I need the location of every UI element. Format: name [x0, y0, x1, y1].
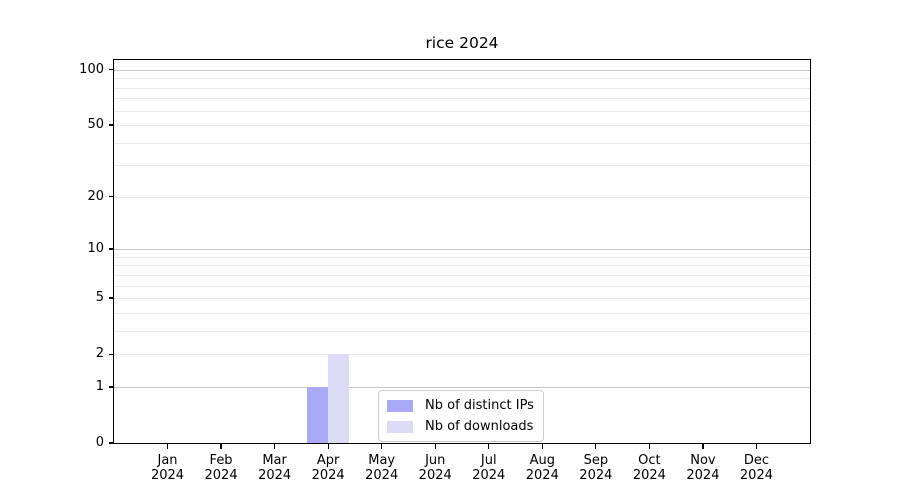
y-tick-label: 100 — [79, 61, 104, 77]
x-tick — [702, 444, 704, 449]
plot-area: Nb of distinct IPs Nb of downloads — [113, 59, 811, 444]
legend-item-label: Nb of downloads — [425, 419, 534, 434]
y-tick — [108, 248, 114, 250]
y-gridline-minor — [114, 196, 810, 198]
x-tick — [488, 444, 490, 449]
y-gridline-minor — [114, 274, 810, 276]
x-tick-label: Nov 2024 — [686, 452, 720, 483]
legend-item: Nb of distinct IPs — [387, 395, 535, 416]
y-tick — [108, 69, 114, 71]
x-tick — [755, 444, 758, 449]
y-tick — [108, 442, 114, 444]
legend-item-label: Nb of distinct IPs — [425, 398, 534, 413]
y-gridline-minor — [114, 98, 810, 100]
y-gridline-minor — [114, 265, 810, 267]
x-tick — [434, 444, 436, 449]
legend-item: Nb of downloads — [387, 416, 535, 437]
legend-swatch — [387, 399, 413, 412]
x-tick-label: Oct 2024 — [632, 452, 666, 483]
y-gridline-major — [114, 249, 810, 251]
y-tick-label: 0 — [95, 435, 104, 450]
y-tick — [108, 297, 114, 299]
y-gridline-minor — [114, 354, 810, 356]
x-tick-label: Mar 2024 — [258, 452, 292, 483]
y-gridline-minor — [114, 256, 810, 258]
y-gridline-minor — [114, 87, 810, 89]
x-tick-label: Jan 2024 — [150, 452, 185, 483]
y-tick — [108, 353, 114, 355]
y-gridline-minor — [114, 330, 810, 332]
y-tick-label: 2 — [95, 346, 104, 362]
y-gridline-minor — [114, 78, 810, 80]
y-tick — [108, 196, 114, 198]
y-tick-label: 1 — [95, 378, 104, 394]
x-tick — [273, 444, 276, 449]
y-gridline-minor — [114, 298, 810, 300]
x-tick — [381, 444, 383, 449]
x-tick-label: Jun 2024 — [418, 452, 452, 483]
legend: Nb of distinct IPs Nb of downloads — [378, 390, 544, 442]
y-gridline-minor — [114, 165, 810, 167]
y-gridline-major — [114, 386, 810, 388]
x-tick-label: May 2024 — [365, 452, 399, 483]
x-tick — [648, 444, 651, 449]
x-tick-label: Sep 2024 — [579, 452, 613, 483]
legend-swatch — [387, 420, 413, 433]
x-tick-label: Apr 2024 — [311, 452, 345, 483]
x-tick-label: Feb 2024 — [204, 452, 238, 483]
y-tick — [108, 386, 114, 388]
x-tick-label: Dec 2024 — [739, 452, 773, 483]
x-tick — [166, 444, 169, 449]
x-tick — [595, 444, 597, 449]
x-tick — [220, 444, 222, 449]
chart-title: rice 2024 — [425, 34, 499, 52]
bar-downloads — [328, 354, 350, 443]
x-tick — [327, 444, 329, 449]
y-gridline-minor — [114, 312, 810, 314]
y-gridline-minor — [114, 125, 810, 127]
y-tick-label: 5 — [95, 290, 104, 306]
bar-distinct-ips — [307, 386, 329, 443]
x-tick-label: Jul 2024 — [472, 452, 506, 483]
y-gridline-minor — [114, 285, 810, 287]
y-gridline-major — [114, 69, 810, 71]
x-tick — [541, 444, 543, 449]
y-tick-label: 10 — [87, 241, 104, 257]
y-tick-label: 20 — [87, 188, 104, 204]
y-gridline-minor — [114, 142, 810, 144]
y-gridline-minor — [114, 110, 810, 112]
y-tick — [108, 124, 114, 126]
x-tick-label: Aug 2024 — [525, 452, 559, 483]
y-tick-label: 50 — [87, 117, 104, 133]
